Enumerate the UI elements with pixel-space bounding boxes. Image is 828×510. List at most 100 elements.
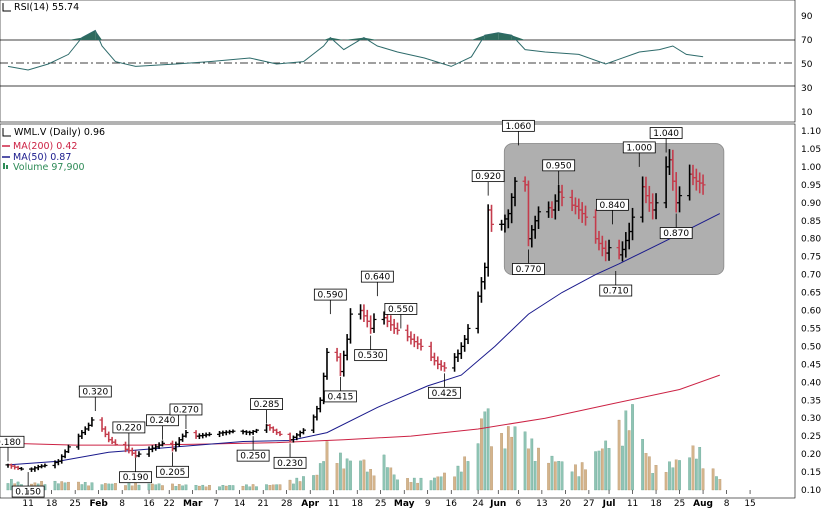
- volume-bar: [335, 463, 339, 491]
- volume-bar: [560, 461, 564, 491]
- price-tick-label: 0.80: [801, 235, 821, 245]
- volume-bar: [87, 485, 90, 491]
- rsi-overbought-segment: [343, 37, 364, 40]
- volume-bar: [459, 471, 463, 491]
- volume-bar: [486, 408, 490, 491]
- annotation-label: 0.240: [150, 416, 176, 426]
- annotation-label: 0.530: [358, 351, 384, 361]
- volume-bar: [339, 452, 342, 491]
- volume-bar: [641, 439, 644, 491]
- price-tick-label: 0.95: [801, 181, 821, 191]
- annotation-label: 0.270: [173, 405, 199, 415]
- annotation-label: 0.950: [546, 161, 572, 171]
- volume-bar: [134, 482, 137, 491]
- volume-bar: [77, 481, 80, 491]
- date-tick-label: 18: [46, 499, 58, 509]
- volume-bar: [80, 484, 84, 491]
- annotation-label: 0.220: [116, 423, 142, 433]
- volume-bar: [453, 476, 456, 491]
- volume-bar: [302, 476, 305, 491]
- volume-bar: [617, 419, 621, 491]
- price-tick-label: 1.10: [801, 127, 821, 137]
- volume-swatch-b: [6, 165, 8, 169]
- annotation-label: 0.590: [317, 291, 343, 301]
- date-tick-label: 28: [281, 499, 293, 509]
- volume-bar: [57, 483, 60, 491]
- annotation-box: [119, 471, 152, 484]
- volume-bar: [6, 483, 10, 491]
- volume-bar: [382, 454, 386, 491]
- annotation-label: 0.425: [432, 389, 458, 399]
- annotation-box: [360, 270, 394, 283]
- annotation-label: 0.710: [603, 287, 629, 297]
- volume-bar: [63, 482, 67, 491]
- annotation-box: [599, 284, 633, 297]
- date-tick-label: 7: [213, 499, 219, 509]
- annotation-label: 0.285: [254, 400, 280, 410]
- volume-bar: [389, 467, 393, 491]
- volume-bar: [228, 485, 231, 491]
- volume-bar: [557, 461, 561, 491]
- volume-bar: [60, 481, 64, 491]
- volume-bar: [600, 448, 604, 491]
- volume-bar: [510, 436, 514, 491]
- volume-bar: [506, 426, 510, 491]
- volume-bar: [204, 486, 208, 491]
- date-tick-label: Mar: [183, 499, 203, 509]
- rsi-overbought-segment: [95, 30, 103, 40]
- volume-bar: [701, 468, 705, 491]
- volume-bar: [265, 484, 268, 491]
- annotation-box: [659, 227, 693, 239]
- volume-bar: [412, 477, 416, 491]
- volume-bar: [107, 483, 111, 491]
- volume-bar: [369, 469, 372, 491]
- volume-bar: [439, 476, 443, 491]
- volume-bar: [527, 448, 530, 491]
- date-tick-label: Feb: [89, 499, 108, 509]
- volume-bar: [651, 473, 655, 491]
- volume-bar: [664, 472, 668, 491]
- volume-bar: [647, 456, 651, 491]
- volume-bar: [342, 468, 346, 491]
- volume-bar: [621, 445, 624, 491]
- price-tick-label: 0.40: [801, 378, 821, 388]
- volume-bar: [678, 460, 681, 491]
- volume-bar: [553, 461, 557, 491]
- volume-bar: [574, 464, 577, 491]
- annotation-box: [512, 263, 545, 275]
- volume-bar: [409, 482, 413, 491]
- price-tick-label: 0.75: [801, 253, 821, 263]
- volume-bar: [483, 411, 487, 491]
- volume-bar: [251, 484, 255, 491]
- volume-bar: [90, 482, 94, 491]
- volume-bar: [668, 461, 671, 491]
- legend-ma50: MA(50) 0.87: [13, 152, 71, 163]
- rsi-frame: [0, 0, 796, 123]
- volume-bar: [419, 477, 423, 491]
- date-tick-label: 14: [234, 499, 246, 509]
- volume-bar: [208, 485, 211, 491]
- volume-bar: [416, 482, 419, 491]
- volume-bar: [67, 481, 70, 491]
- annotation-box: [622, 141, 656, 154]
- volume-swatch-a: [3, 163, 5, 169]
- volume-bar: [577, 476, 581, 491]
- annotation-label: 1.000: [626, 143, 652, 153]
- annotation-box: [501, 119, 535, 132]
- volume-bar: [255, 486, 258, 491]
- volume-bar: [278, 484, 282, 491]
- annotation-box: [169, 403, 203, 416]
- volume-bar: [268, 485, 272, 491]
- annotation-box: [112, 421, 146, 434]
- volume-bar: [715, 476, 718, 491]
- volume-bar: [476, 443, 480, 491]
- volume-bar: [671, 467, 675, 491]
- annotation-label: 0.550: [388, 305, 414, 315]
- volume-bar: [624, 410, 628, 491]
- date-tick-label: 16: [143, 499, 155, 509]
- rsi-tick-label: 90: [801, 12, 813, 22]
- date-axis: 11 18 25 Feb 8 16 22 Mar 7 14 21 28 Apr 11 18 25 May 9 16 2…: [22, 490, 756, 509]
- annotation-box: [146, 414, 179, 427]
- volume-bar: [365, 471, 369, 491]
- price-tick-label: 0.35: [801, 396, 821, 406]
